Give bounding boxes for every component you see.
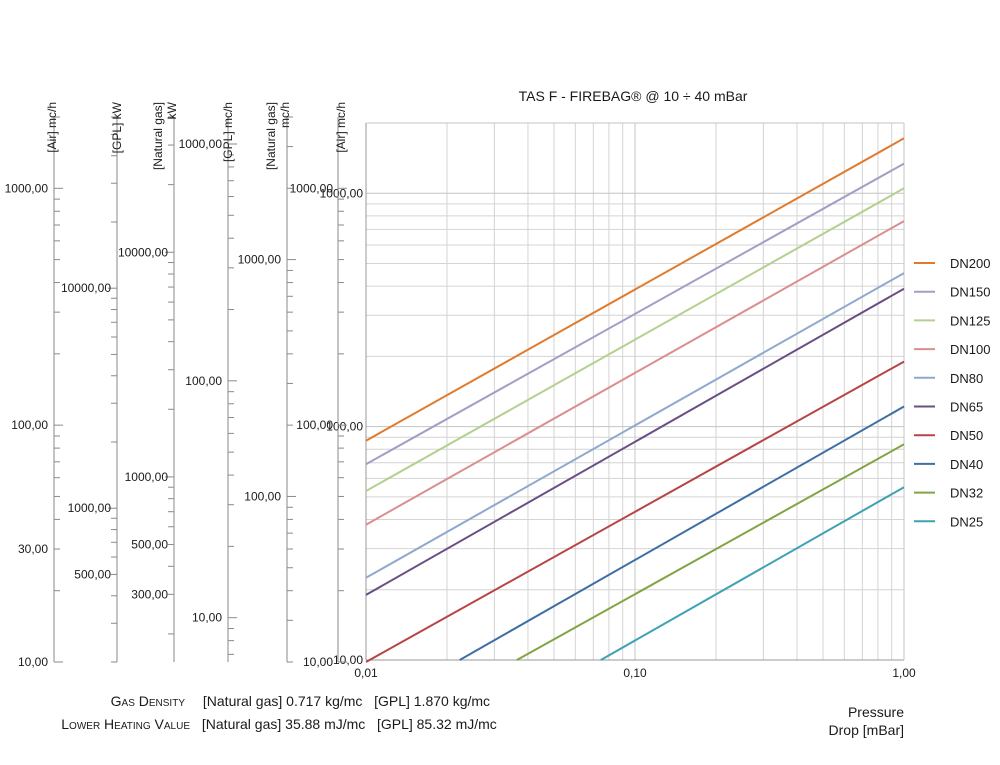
chart-title: TAS F - FIREBAG® @ 10 ÷ 40 mBar [519, 88, 748, 104]
side-axis-label: 10000,00 [118, 245, 168, 259]
x-axis-label: Pressure [848, 704, 904, 720]
series-line-dn25 [600, 486, 905, 661]
side-axis-label: 1000,00 [5, 181, 49, 195]
side-axis-title: kW [165, 101, 179, 119]
side-axis-title: [Air] mc/h [334, 102, 348, 153]
side-axis-label: 1000,00 [290, 181, 334, 195]
legend-label: DN65 [950, 400, 983, 415]
side-axis-label: 300,00 [131, 587, 168, 601]
x-tick-label: 0,10 [623, 666, 647, 680]
legend-label: DN32 [950, 486, 983, 501]
side-axis-label: 10,00 [192, 611, 222, 625]
side-axis-title: [Natural gas] [264, 102, 278, 170]
y-tick-label: 1000,00 [320, 186, 364, 200]
side-axis-label: 1000,00 [68, 501, 112, 515]
side-axis-label: 10,00 [18, 655, 48, 669]
series-line-dn150 [365, 162, 905, 466]
legend-label: DN50 [950, 428, 983, 443]
series-line-dn40 [459, 405, 905, 661]
legend-label: DN125 [950, 313, 990, 328]
side-axis-label: 100,00 [244, 489, 281, 503]
side-axis-label: 10,00 [303, 655, 333, 669]
side-axis-label: 1000,00 [238, 253, 282, 267]
legend-label: DN150 [950, 285, 990, 300]
legend-label: DN40 [950, 457, 983, 472]
gas-density-label: Gas Density [110, 693, 185, 709]
side-axis-label: 500,00 [131, 538, 168, 552]
legend-label: DN25 [950, 514, 983, 529]
side-axis-label: 100,00 [296, 418, 333, 432]
side-axis-label: 1000,00 [179, 137, 223, 151]
gas-density-row: Gas Density [Natural gas] 0.717 kg/mc [G… [40, 693, 490, 709]
side-axis-label: 10000,00 [61, 281, 111, 295]
series-line-dn125 [365, 187, 905, 492]
side-axis-label: 500,00 [74, 567, 111, 581]
heating-value-label: Lower Heating Value [61, 716, 190, 732]
side-axis-label: 100,00 [185, 374, 222, 388]
x-axis-label: Drop [mBar] [829, 722, 904, 738]
side-axis-label: 100,00 [11, 418, 48, 432]
legend-label: DN200 [950, 256, 990, 271]
side-axis-title: mc/h [278, 102, 292, 128]
legend-label: DN100 [950, 342, 990, 357]
side-axis-label: 1000,00 [125, 470, 169, 484]
gas-density-values: [Natural gas] 0.717 kg/mc [GPL] 1.870 kg… [202, 693, 491, 709]
side-axis-title: [Natural gas] [151, 102, 165, 170]
series-line-dn80 [365, 272, 905, 579]
series-line-dn65 [365, 287, 905, 596]
side-axis-title: [Air] mc/h [45, 102, 59, 153]
x-tick-label: 0,01 [354, 666, 378, 680]
side-axis-label: 30,00 [18, 542, 48, 556]
side-axis-title: [GPL] kW [110, 101, 124, 153]
side-axis-title: [GPL] mc/h [221, 102, 235, 162]
series-line-dn50 [365, 360, 905, 663]
y-tick-label: 10,00 [333, 653, 363, 667]
legend-label: DN80 [950, 371, 983, 386]
heating-value-values: [Natural gas] 35.88 mJ/mc [GPL] 85.32 mJ… [201, 716, 497, 732]
x-tick-label: 1,00 [892, 666, 916, 680]
heating-value-row: Lower Heating Value [Natural gas] 35.88 … [40, 716, 497, 732]
y-tick-label: 100,00 [326, 420, 363, 434]
series-line-dn100 [365, 220, 905, 526]
series-line-dn32 [516, 443, 905, 661]
series-line-dn200 [365, 137, 905, 442]
